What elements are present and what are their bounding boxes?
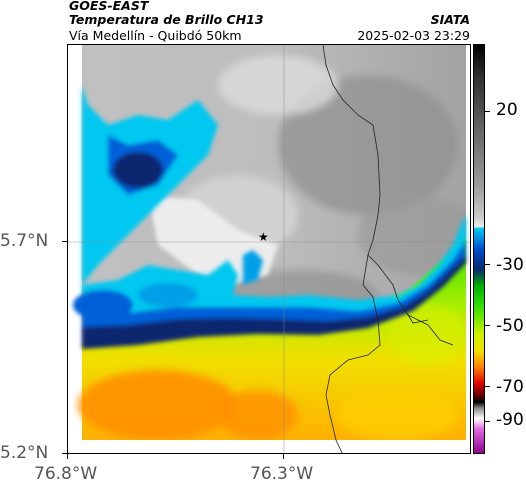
x-tick-label-76.8: 76.8°W <box>34 464 98 484</box>
colorbar-label-minus70: -70 <box>496 377 524 397</box>
map-panel: ★ <box>67 44 471 454</box>
colorbar-label-20: 20 <box>496 100 518 120</box>
y-tick-label-5.2: 5.2°N <box>0 443 49 463</box>
colorbar-label-minus30: -30 <box>496 255 524 275</box>
colorbar <box>473 44 485 454</box>
satellite-map <box>68 45 470 453</box>
product-title: Temperatura de Brillo CH13 <box>69 12 264 27</box>
y-tick-label-5.7: 5.7°N <box>0 231 49 251</box>
region-subtitle: Vía Medellín - Quibdó 50km <box>69 28 242 43</box>
cold-cloud-band <box>73 85 466 349</box>
x-tick-label-76.3: 76.3°W <box>250 464 314 484</box>
satellite-title: GOES-EAST <box>69 0 149 13</box>
datetime-label: 2025-02-03 23:29 <box>357 28 470 43</box>
political-borders <box>322 45 454 453</box>
graticule <box>68 45 470 453</box>
agency-label: SIATA <box>430 12 470 27</box>
colorbar-label-minus90: -90 <box>496 410 524 430</box>
location-marker-icon: ★ <box>258 230 269 244</box>
colorbar-label-minus50: -50 <box>496 316 524 336</box>
